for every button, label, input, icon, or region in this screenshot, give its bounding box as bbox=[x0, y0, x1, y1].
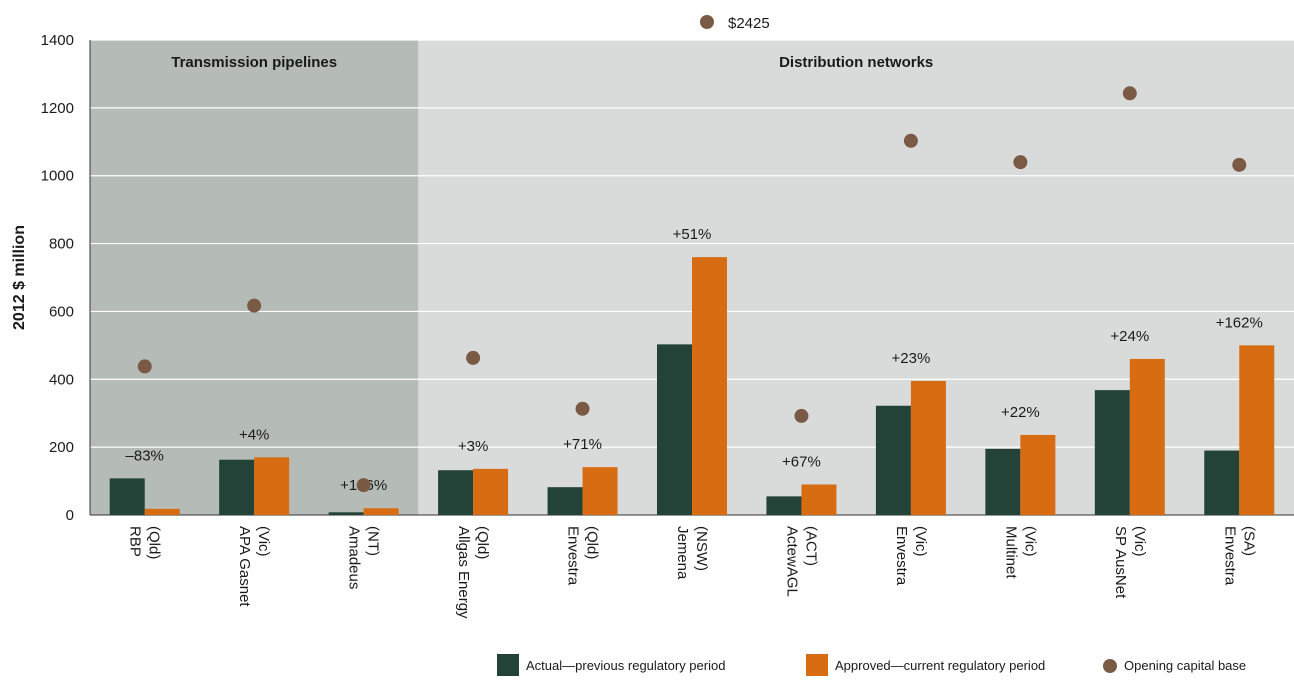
percent-change-label: +71% bbox=[563, 436, 602, 453]
legend-swatch-actual bbox=[497, 654, 519, 676]
bar-approved bbox=[801, 484, 837, 515]
capital-base-point bbox=[1232, 157, 1247, 172]
legend-swatch-capital-base bbox=[1103, 659, 1117, 673]
bar-actual bbox=[547, 487, 583, 515]
x-category-label: (SA) bbox=[1240, 526, 1257, 556]
x-category-label: SP AusNet bbox=[1112, 526, 1129, 599]
percent-change-label: +23% bbox=[892, 350, 931, 367]
capital-base-point bbox=[137, 359, 152, 374]
x-category-label: (NSW) bbox=[693, 526, 710, 571]
capital-base-point bbox=[575, 401, 590, 416]
y-tick-label: 600 bbox=[49, 303, 74, 320]
x-category-label: APA Gasnet bbox=[236, 526, 253, 607]
percent-change-label: +162% bbox=[1216, 314, 1263, 331]
legend-label-capital-base: Opening capital base bbox=[1124, 658, 1246, 673]
legend-swatch-approved bbox=[806, 654, 828, 676]
percent-change-label: +24% bbox=[1110, 328, 1149, 345]
x-category-label: Envestra bbox=[1221, 526, 1238, 586]
legend-label-actual: Actual—previous regulatory period bbox=[526, 658, 725, 673]
x-category-label: (Vic) bbox=[912, 526, 929, 557]
bar-actual bbox=[875, 405, 911, 515]
capital-base-point bbox=[1013, 155, 1028, 170]
bar-approved bbox=[692, 257, 727, 515]
percent-change-label: +67% bbox=[782, 453, 821, 470]
percent-change-label: +22% bbox=[1001, 404, 1040, 421]
percent-change-label: +3% bbox=[458, 438, 488, 455]
bar-actual bbox=[1094, 390, 1130, 515]
percent-change-label: +4% bbox=[239, 426, 269, 443]
x-category-label: Envestra bbox=[565, 526, 582, 586]
capital-base-point bbox=[247, 298, 262, 313]
y-tick-label: 200 bbox=[49, 439, 74, 456]
x-category-label: (Vic) bbox=[1131, 526, 1148, 557]
bar-actual bbox=[109, 478, 145, 515]
bar-actual bbox=[438, 470, 474, 515]
bar-actual bbox=[219, 459, 255, 515]
x-category-label: (ACT) bbox=[802, 526, 819, 566]
x-category-label: Jemena bbox=[674, 526, 691, 580]
capital-base-point bbox=[356, 478, 371, 493]
bar-approved bbox=[1239, 345, 1275, 515]
x-category-label: Amadeus bbox=[346, 526, 363, 589]
y-tick-label: 800 bbox=[49, 236, 74, 253]
x-category-label: Allgas Energy bbox=[455, 526, 472, 619]
offscale-value-label: $2425 bbox=[728, 15, 770, 32]
bar-approved bbox=[473, 468, 509, 515]
bar-approved bbox=[363, 508, 399, 515]
region-background-0 bbox=[90, 40, 419, 515]
capital-base-point bbox=[1122, 86, 1137, 101]
x-category-label: (Vic) bbox=[255, 526, 272, 557]
bar-actual bbox=[328, 512, 364, 515]
bar-actual bbox=[657, 344, 692, 515]
capital-base-point bbox=[903, 133, 918, 148]
bar-actual bbox=[1204, 450, 1240, 515]
x-category-label: (Qld) bbox=[584, 526, 601, 559]
x-category-label: Envestra bbox=[893, 526, 910, 586]
y-tick-label: 0 bbox=[66, 507, 74, 524]
bar-actual bbox=[985, 448, 1021, 515]
y-tick-label: 1200 bbox=[41, 100, 74, 117]
x-category-label: ActewAGL bbox=[783, 526, 800, 597]
percent-change-label: –83% bbox=[126, 447, 164, 464]
x-category-label: (Qld) bbox=[146, 526, 163, 559]
capital-base-point bbox=[466, 350, 481, 365]
bar-approved bbox=[254, 457, 290, 515]
y-tick-label: 400 bbox=[49, 371, 74, 388]
legend-label-approved: Approved—current regulatory period bbox=[835, 658, 1045, 673]
y-tick-label: 1000 bbox=[41, 168, 74, 185]
y-tick-label: 1400 bbox=[41, 32, 74, 49]
bar-approved bbox=[910, 380, 946, 515]
bar-actual bbox=[766, 496, 802, 515]
capital-base-point-offscale bbox=[700, 15, 714, 29]
region-label-1: Distribution networks bbox=[779, 54, 933, 71]
bar-approved bbox=[1020, 434, 1056, 515]
bar-approved bbox=[144, 508, 180, 515]
x-category-label: (Vic) bbox=[1021, 526, 1038, 557]
percent-change-label: +51% bbox=[673, 226, 712, 243]
x-category-label: Multinet bbox=[1002, 526, 1019, 579]
bar-approved bbox=[582, 467, 618, 515]
bar-approved bbox=[1129, 358, 1165, 515]
capital-base-point bbox=[794, 408, 809, 423]
x-category-label: (Qld) bbox=[474, 526, 491, 559]
region-label-0: Transmission pipelines bbox=[171, 54, 337, 71]
x-category-label: (NT) bbox=[365, 526, 382, 556]
x-category-label: RBP bbox=[127, 526, 144, 557]
y-axis-label: 2012 $ million bbox=[11, 225, 28, 330]
